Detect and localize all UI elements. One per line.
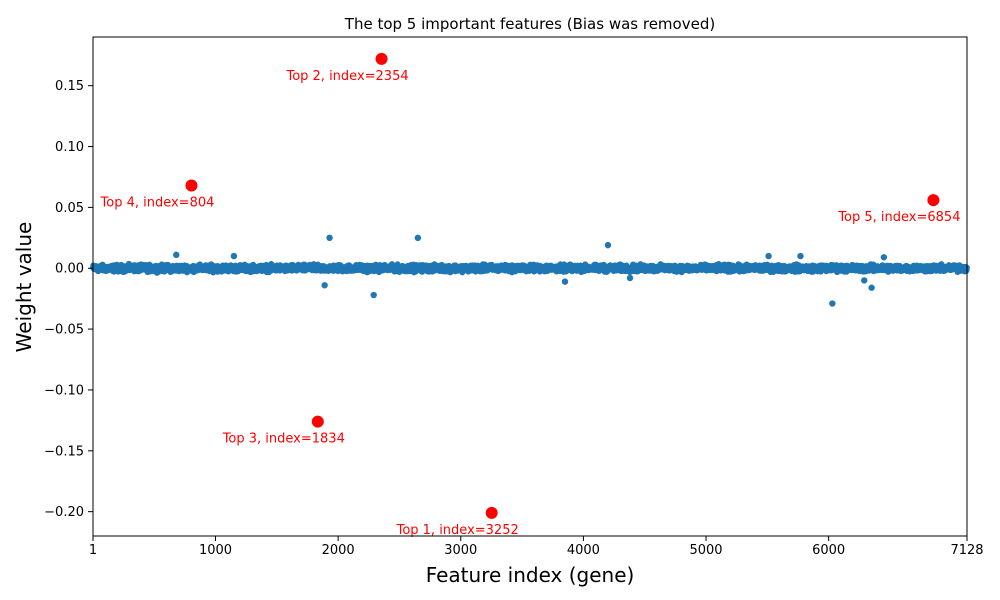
chart-title: The top 5 important features (Bias was r… <box>344 15 715 33</box>
top-feature-point <box>185 179 198 192</box>
y-tick-label: −0.15 <box>44 444 84 459</box>
top-feature-point <box>927 194 940 207</box>
x-tick-label: 6000 <box>812 543 845 558</box>
weight-point <box>370 291 377 299</box>
top-feature-point <box>311 415 324 428</box>
top-feature-point <box>375 52 388 65</box>
x-tick-label: 1 <box>89 543 97 558</box>
weight-point <box>868 284 875 291</box>
x-tick-label: 7128 <box>950 543 983 558</box>
x-tick-label: 3000 <box>444 543 477 558</box>
y-tick-label: 0.00 <box>55 262 84 277</box>
y-tick-label: −0.10 <box>44 383 84 398</box>
top-feature-point <box>485 506 498 519</box>
weight-point <box>765 252 772 260</box>
weight-point <box>604 241 612 249</box>
weight-point <box>829 300 836 307</box>
weight-point <box>797 252 804 260</box>
y-axis-label: Weight value <box>12 222 36 353</box>
x-tick-label: 5000 <box>689 543 722 558</box>
x-tick-label: 1000 <box>199 543 232 558</box>
top-feature-label: Top 1, index=3252 <box>396 523 519 538</box>
top-features-series: Top 1, index=3252 Top 2, index=2354 Top 3,… <box>100 52 960 538</box>
x-axis-label: Feature index (gene) <box>426 563 635 587</box>
y-axis: −0.20 −0.15 −0.10 −0.05 0.00 0.05 0.10 0.15 <box>44 79 93 520</box>
y-tick-label: 0.10 <box>55 140 84 155</box>
weights-series <box>90 234 970 307</box>
y-tick-label: −0.05 <box>44 323 84 338</box>
x-tick-label: 2000 <box>322 543 355 558</box>
y-tick-label: 0.15 <box>55 79 84 94</box>
weight-point <box>230 252 238 260</box>
top-feature-label: Top 4, index=804 <box>100 195 215 210</box>
plot-area-frame <box>92 36 968 537</box>
weight-point <box>321 282 328 289</box>
top-feature-label: Top 5, index=6854 <box>837 210 960 225</box>
weight-point <box>326 234 333 242</box>
x-axis: 1 1000 2000 3000 4000 5000 6000 7128 <box>89 536 984 558</box>
x-tick-label: 4000 <box>567 543 600 558</box>
top-feature-label: Top 3, index=1834 <box>222 432 345 447</box>
y-tick-label: −0.20 <box>44 505 84 520</box>
weight-point <box>880 254 888 261</box>
y-tick-label: 0.05 <box>55 201 84 216</box>
weight-point <box>173 251 180 259</box>
weight-point <box>626 274 634 282</box>
weight-point <box>861 277 868 284</box>
top-feature-label: Top 2, index=2354 <box>285 69 408 84</box>
weight-point <box>561 278 569 285</box>
weight-point <box>414 234 422 242</box>
